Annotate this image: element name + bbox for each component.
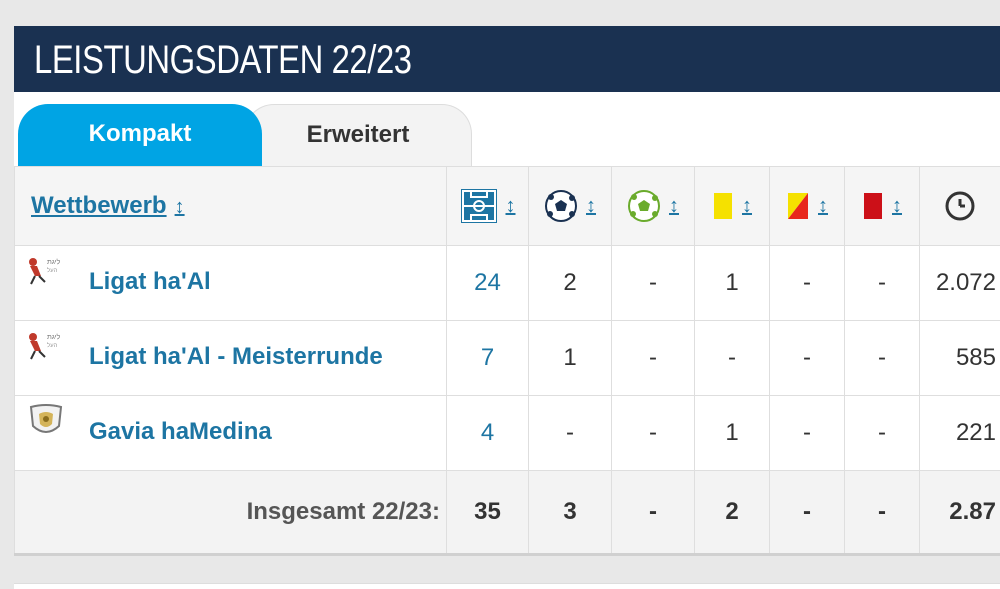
total-minutes: 2.87	[919, 470, 1000, 556]
ligat-haal-logo: ליגת העל	[29, 258, 60, 285]
table-row: Gavia haMedina 4 - - 1 - - 221	[14, 395, 1000, 471]
sort-icon[interactable]: ↕	[174, 196, 185, 218]
svg-text:העל: העל	[47, 341, 58, 349]
minutes-value: 2.072	[919, 245, 1000, 321]
sort-icon[interactable]: ↕	[505, 195, 516, 218]
sort-icon[interactable]: ↕	[818, 195, 828, 218]
section-title: LEISTUNGSDATEN 22/23	[34, 38, 412, 82]
yellow-red-value: -	[769, 245, 845, 321]
apps-value[interactable]: 4	[446, 395, 529, 471]
yellow-red-cards-header[interactable]: ↕	[769, 166, 845, 246]
sort-icon[interactable]: ↕	[669, 195, 679, 218]
goals-header[interactable]: ↕	[528, 166, 612, 246]
minutes-value: 221	[919, 395, 1000, 471]
tab-erweitert[interactable]: Erweitert	[244, 104, 472, 166]
competition-link[interactable]: Ligat ha'Al - Meisterrunde	[89, 343, 383, 370]
tab-bar: Kompakt Erweitert	[14, 92, 1000, 166]
clock-icon	[945, 191, 975, 221]
assists-header[interactable]: ↕	[611, 166, 695, 246]
total-yellow-red: -	[769, 470, 845, 556]
yellow-value: 1	[694, 245, 770, 321]
table-header-row: Wettbewerb ↕ ↕	[14, 166, 1000, 246]
minutes-value: 585	[919, 320, 1000, 396]
yellow-value: 1	[694, 395, 770, 471]
section-header: LEISTUNGSDATEN 22/23	[14, 26, 1000, 92]
sort-icon[interactable]: ↕	[892, 195, 902, 218]
competition-link[interactable]: Ligat ha'Al	[89, 268, 211, 295]
goals-value: 1	[528, 320, 612, 396]
sort-icon[interactable]: ↕	[742, 195, 752, 218]
next-section-box	[14, 583, 1000, 589]
red-value: -	[844, 395, 920, 471]
yellow-card-icon	[714, 193, 732, 219]
total-red: -	[844, 470, 920, 556]
competition-cell: ליגת העל Ligat ha'Al	[14, 245, 447, 321]
competition-link[interactable]: Gavia haMedina	[89, 418, 272, 445]
assists-value: -	[611, 245, 695, 321]
competition-cell: Gavia haMedina	[14, 395, 447, 471]
svg-text:העל: העל	[47, 266, 58, 274]
total-row: Insgesamt 22/23: 35 3 - 2 - - 2.87	[14, 470, 1000, 556]
red-value: -	[844, 320, 920, 396]
svg-text:ליגת: ליגת	[47, 258, 60, 266]
red-cards-header[interactable]: ↕	[844, 166, 920, 246]
stats-table: Wettbewerb ↕ ↕	[14, 166, 1000, 556]
minutes-header[interactable]	[919, 166, 1000, 246]
goals-value: 2	[528, 245, 612, 321]
total-goals: 3	[528, 470, 612, 556]
yellow-red-card-icon	[788, 193, 808, 219]
red-value: -	[844, 245, 920, 321]
total-assists: -	[611, 470, 695, 556]
assists-value: -	[611, 320, 695, 396]
ligat-haal-logo: ליגת העל	[29, 333, 60, 360]
total-apps: 35	[446, 470, 529, 556]
yellow-red-value: -	[769, 395, 845, 471]
pitch-icon	[460, 189, 497, 223]
apps-value[interactable]: 24	[446, 245, 529, 321]
table-row: ליגת העל Ligat ha'Al - Meisterrunde 7 1 …	[14, 320, 1000, 396]
competition-header[interactable]: Wettbewerb ↕	[14, 166, 447, 246]
svg-text:ליגת: ליגת	[47, 333, 60, 341]
ball-goal-icon	[545, 190, 577, 222]
goals-value: -	[528, 395, 612, 471]
apps-header[interactable]: ↕	[446, 166, 529, 246]
yellow-cards-header[interactable]: ↕	[694, 166, 770, 246]
sort-icon[interactable]: ↕	[586, 195, 596, 218]
yellow-red-value: -	[769, 320, 845, 396]
total-label: Insgesamt 22/23:	[14, 470, 447, 556]
competition-sort-link[interactable]: Wettbewerb	[31, 192, 167, 219]
red-card-icon	[864, 193, 882, 219]
competition-cell: ליגת העל Ligat ha'Al - Meisterrunde	[14, 320, 447, 396]
ball-assist-icon	[628, 190, 660, 222]
gavia-hamedina-logo	[29, 404, 63, 433]
performance-box: LEISTUNGSDATEN 22/23 Kompakt Erweitert W…	[14, 26, 1000, 556]
assists-value: -	[611, 395, 695, 471]
apps-value[interactable]: 7	[446, 320, 529, 396]
table-row: ליגת העל Ligat ha'Al 24 2 - 1 - - 2.072	[14, 245, 1000, 321]
tab-kompakt[interactable]: Kompakt	[18, 104, 262, 166]
yellow-value: -	[694, 320, 770, 396]
total-yellow: 2	[694, 470, 770, 556]
